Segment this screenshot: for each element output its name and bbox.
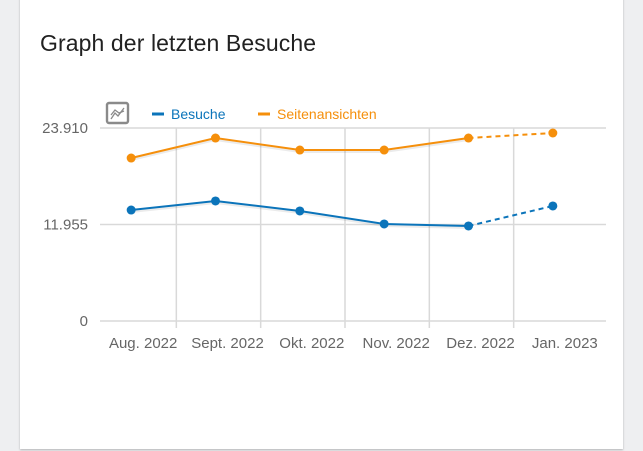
series-besuche [126,196,558,231]
x-tick-label: Aug. 2022 [109,335,177,352]
series-line-incomplete [468,132,553,140]
data-point [126,153,136,163]
data-point [211,133,220,143]
card-title: Graph der letzten Besuche [40,30,317,56]
y-tick-label: 23.910 [42,120,88,137]
data-point [379,145,389,155]
x-tick-label: Nov. 2022 [363,335,430,352]
legend: Besuche Seitenansichten [105,101,377,125]
data-point [464,133,473,143]
data-point [548,128,558,138]
data-point [548,201,558,211]
series-line-incomplete [468,205,554,227]
data-point [295,206,305,216]
y-tick-label: 0 [80,313,88,330]
data-point [211,196,220,206]
y-axis: 0 11.955 23.910 [42,120,88,330]
legend-label: Besuche [171,106,226,122]
x-axis: Aug. 2022 Sept. 2022 Okt. 2022 Nov. 2022 Dez… [109,335,598,352]
series-layer [126,128,558,231]
data-point [295,145,305,155]
data-point [126,205,136,215]
x-tick-label: Okt. 2022 [279,335,344,352]
x-tick-label: Sept. 2022 [191,335,264,352]
data-point [379,219,389,229]
series-seitenansichten [126,128,558,163]
legend-label: Seitenansichten [277,106,377,122]
y-tick-label: 11.955 [43,217,88,234]
x-tick-label: Jan. 2023 [532,335,598,352]
data-point [464,221,473,231]
x-tick-label: Dez. 2022 [446,335,514,352]
grid [100,127,606,328]
chart-type-icon[interactable] [105,101,130,125]
